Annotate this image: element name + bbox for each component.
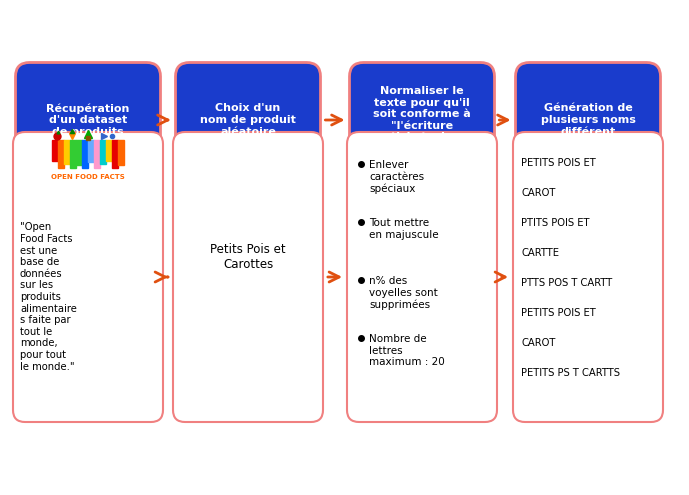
FancyBboxPatch shape <box>13 132 163 422</box>
Bar <box>58 140 63 168</box>
FancyBboxPatch shape <box>513 132 663 422</box>
FancyBboxPatch shape <box>347 132 497 422</box>
Text: PETITS POIS ET: PETITS POIS ET <box>521 158 596 168</box>
Bar <box>106 140 112 161</box>
Text: Récupération
d'un dataset
de produits: Récupération d'un dataset de produits <box>46 103 130 137</box>
Text: PETITS PS T CARTTS: PETITS PS T CARTTS <box>521 368 620 378</box>
Text: OPEN FOOD FACTS: OPEN FOOD FACTS <box>51 174 125 180</box>
Bar <box>52 140 57 161</box>
FancyBboxPatch shape <box>176 62 320 178</box>
FancyBboxPatch shape <box>173 132 323 422</box>
Text: Enlever
caractères
spéciaux: Enlever caractères spéciaux <box>369 160 424 194</box>
Text: "Open
Food Facts
est une
base de
données
sur les
produits
alimentaire
s faite pa: "Open Food Facts est une base de données… <box>20 222 77 372</box>
Text: Choix d'un
nom de produit
aléatoire: Choix d'un nom de produit aléatoire <box>200 103 296 137</box>
Bar <box>70 140 76 168</box>
Text: Petits Pois et
Carottes: Petits Pois et Carottes <box>210 243 286 271</box>
Bar <box>112 140 118 168</box>
Bar <box>64 140 70 164</box>
Bar <box>100 140 105 164</box>
FancyBboxPatch shape <box>515 62 661 178</box>
Bar <box>88 140 94 162</box>
Text: PTTS POS T CARTT: PTTS POS T CARTT <box>521 278 613 288</box>
FancyBboxPatch shape <box>15 62 161 178</box>
Bar <box>76 140 81 165</box>
Text: PETITS POIS ET: PETITS POIS ET <box>521 308 596 318</box>
Bar <box>118 140 123 165</box>
Bar <box>94 140 99 168</box>
Text: n% des
voyelles sont
supprimées: n% des voyelles sont supprimées <box>369 276 438 310</box>
Text: CAROT: CAROT <box>521 338 555 348</box>
Bar <box>82 140 88 168</box>
Text: CAROT: CAROT <box>521 188 555 198</box>
FancyBboxPatch shape <box>349 62 495 178</box>
Text: Génération de
plusieurs noms
différent: Génération de plusieurs noms différent <box>541 103 635 137</box>
Text: PTITS POIS ET: PTITS POIS ET <box>521 218 590 228</box>
Text: Normaliser le
texte pour qu'il
soit conforme à
"l'écriture
tickets de
caisse": Normaliser le texte pour qu'il soit conf… <box>373 86 471 154</box>
Text: Nombre de
lettres
maximum : 20: Nombre de lettres maximum : 20 <box>369 334 445 367</box>
Text: CARTTE: CARTTE <box>521 248 559 258</box>
Text: Tout mettre
en majuscule: Tout mettre en majuscule <box>369 218 439 240</box>
